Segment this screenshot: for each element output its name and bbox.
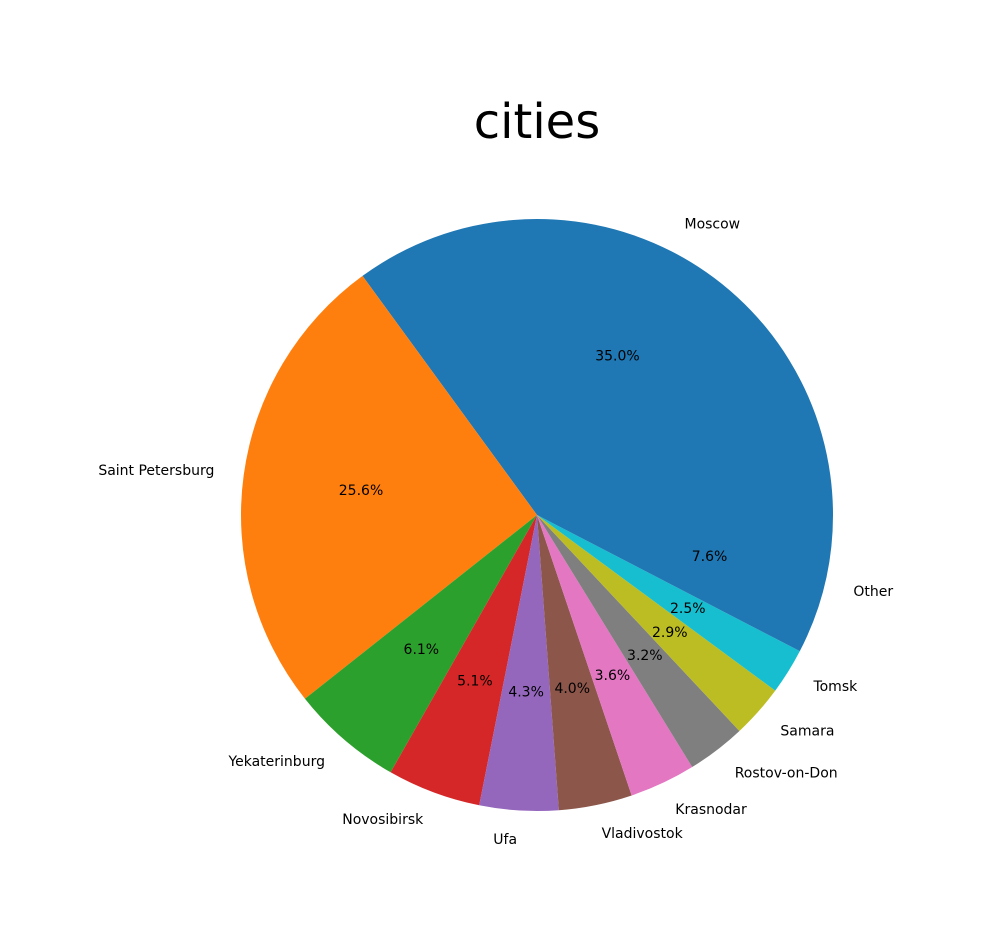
pie-labels: Moscow 35.0% Saint Petersburg 25.6% Yekateri… <box>98 217 893 848</box>
pie-slice-samara <box>537 515 776 731</box>
slice-label-yekaterinburg: Yekaterinburg <box>227 754 325 770</box>
slice-label-tomsk: Tomsk <box>812 679 858 695</box>
slice-percent-other: 7.6% <box>692 549 728 565</box>
slice-label-rostov-on-don: Rostov-on-Don <box>735 766 838 782</box>
slice-label-saint-petersburg: Saint Petersburg <box>98 463 214 479</box>
slice-percent-samara: 2.9% <box>652 625 688 641</box>
slice-label-ufa: Ufa <box>493 832 517 848</box>
pie-slice-vladivostok <box>537 515 632 811</box>
slice-label-moscow: Moscow <box>684 217 740 233</box>
slice-percent-saint-petersburg: 25.6% <box>339 483 383 499</box>
pie-slice-rostov-on-don <box>537 515 740 768</box>
slice-percent-vladivostok: 4.0% <box>554 681 590 697</box>
pie-slice-other <box>537 515 834 652</box>
slice-percent-krasnodar: 3.6% <box>595 668 631 684</box>
pie-slices <box>240 219 834 812</box>
slice-percent-rostov-on-don: 3.2% <box>627 648 663 664</box>
slice-label-vladivostok: Vladivostok <box>602 826 684 842</box>
pie-slice-novosibirsk <box>390 515 537 806</box>
pie-slice-ufa <box>479 515 559 812</box>
slice-percent-yekaterinburg: 6.1% <box>404 642 440 658</box>
pie-slice-tomsk <box>537 515 800 691</box>
pie-slice-krasnodar <box>537 515 693 796</box>
pie-slice-moscow <box>362 219 834 515</box>
slice-percent-novosibirsk: 5.1% <box>457 673 493 689</box>
pie-slice-saint-petersburg <box>240 275 538 699</box>
slice-label-krasnodar: Krasnodar <box>675 802 747 818</box>
slice-percent-moscow: 35.0% <box>595 349 639 365</box>
slice-percent-ufa: 4.3% <box>508 684 544 700</box>
slice-label-novosibirsk: Novosibirsk <box>342 812 424 828</box>
chart-title: cities <box>474 94 600 150</box>
slice-label-samara: Samara <box>780 723 834 739</box>
pie-slice-yekaterinburg <box>304 515 537 773</box>
slice-percent-tomsk: 2.5% <box>670 601 706 617</box>
slice-label-other: Other <box>853 584 893 600</box>
